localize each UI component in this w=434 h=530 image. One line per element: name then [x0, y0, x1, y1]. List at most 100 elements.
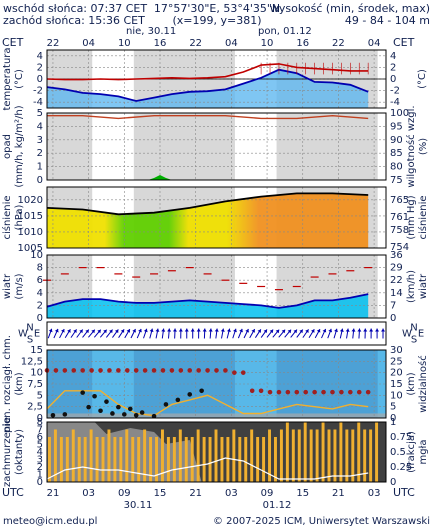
bottom-hour-label: 09	[118, 488, 131, 499]
wind-arrow	[112, 329, 119, 338]
cloud-bar	[71, 429, 75, 482]
visibility-dot	[89, 368, 94, 373]
arrow-head	[54, 328, 59, 333]
wind-ytick-right: 14	[390, 288, 403, 299]
wind-arrow	[351, 328, 356, 339]
visibility-dot	[142, 368, 148, 373]
visibility-dot	[205, 368, 210, 373]
arrow-head	[226, 328, 231, 333]
cloud-bar	[143, 429, 147, 482]
wind-arrow	[254, 329, 262, 338]
arrow-head	[208, 328, 213, 332]
visibility-dot	[178, 368, 184, 373]
wind-arrow	[302, 329, 309, 338]
date1-label: 30.11	[124, 500, 153, 511]
wind-arrow	[167, 328, 172, 339]
wind-arrow	[130, 328, 136, 339]
visibility-dot	[133, 368, 139, 373]
cloud-bar	[309, 429, 313, 482]
wind-arrow	[272, 329, 280, 338]
cloud-bar	[48, 437, 51, 482]
panel-frame	[46, 186, 387, 249]
cloud-bar	[214, 429, 218, 482]
rose-e: E	[418, 329, 424, 340]
wind-arrow	[155, 328, 160, 339]
wind-unit: (m/s)	[14, 273, 25, 299]
wind-arrow	[321, 328, 327, 339]
cloud-bar	[155, 437, 158, 482]
cloud-bar	[327, 429, 331, 482]
visibility-dot	[124, 368, 130, 373]
wind-ytick: 6	[37, 275, 43, 286]
cloud-ytick: 1	[37, 470, 43, 481]
wind-arrow	[136, 328, 142, 339]
visibility-dot	[214, 368, 219, 373]
wind-arrow	[260, 329, 268, 338]
cloud-bar	[244, 437, 248, 482]
arrow-head	[91, 329, 95, 334]
arrow-head	[103, 329, 107, 334]
arrow-head	[196, 328, 201, 332]
cloud-ytick: 4	[37, 447, 43, 458]
vis-ytick-right: 30	[390, 345, 403, 356]
wind-arrow	[59, 328, 65, 339]
bottom-hour-label: 15	[296, 488, 309, 499]
compass-left: NSW E	[18, 323, 40, 346]
vis-ytick: 12,5	[21, 356, 43, 367]
arrow-head	[328, 328, 333, 333]
cloud-dot	[199, 388, 204, 394]
pressure-ylabel: ciśnienie	[1, 195, 13, 239]
arrow-head	[316, 329, 321, 333]
cloud-dot	[187, 392, 193, 397]
arrow-head	[363, 328, 368, 332]
cloud-bar	[375, 422, 379, 482]
humidity-ytick: 90	[390, 135, 403, 146]
vis-ytick-right: 25	[390, 356, 403, 367]
wind-arrow	[314, 328, 321, 339]
rose-e: E	[34, 329, 40, 340]
arrow-head	[155, 328, 160, 332]
arrow-head	[167, 328, 172, 332]
rose-n: N	[410, 323, 417, 334]
arrow-head	[132, 329, 136, 333]
wind-arrow	[214, 328, 219, 339]
temp-unit-right: (°C)	[417, 69, 428, 89]
pressure-ytick: 1010	[18, 227, 43, 238]
cloud-bar	[256, 437, 260, 482]
visibility-dot	[223, 368, 228, 373]
arrow-head	[184, 328, 189, 332]
wind-arrow	[143, 328, 148, 339]
precip-ytick: 2	[37, 148, 43, 159]
wind-ytick: 0	[37, 313, 43, 324]
wind-arrow	[105, 329, 113, 338]
vis-ytick: 2,5	[27, 402, 43, 413]
vis-ytick-right: 15	[390, 379, 403, 390]
cloud-bar	[172, 437, 176, 482]
wind-arrow	[357, 328, 362, 339]
pressure-ytick: 1020	[18, 195, 43, 206]
arrow-head	[202, 328, 207, 332]
arrow-head	[257, 329, 261, 333]
cloud-bar	[83, 437, 87, 482]
cloud-bar	[113, 437, 117, 482]
pressure-ytick-right: 761	[390, 212, 409, 223]
wind-arrow	[99, 329, 108, 338]
cloud-bar	[232, 429, 236, 482]
altitude-values: 49 - 84 - 104 m	[345, 14, 430, 27]
day1-label: nie, 30.11	[126, 26, 176, 37]
cloud-bar	[250, 429, 254, 482]
vis-ytick-right: 10	[390, 390, 403, 401]
fog-ytick: 0.75	[390, 432, 412, 443]
humidity-ytick: 75	[390, 175, 403, 186]
fog-ytick: 0	[390, 477, 396, 488]
cloud-bar	[59, 437, 63, 482]
cloud-ylabel: zachmurzenie	[2, 417, 13, 487]
cloud-dot	[110, 411, 115, 416]
tz-bottom-right: UTC	[393, 486, 415, 499]
wind-arrow	[375, 328, 380, 339]
visibility-dot	[196, 368, 201, 373]
cloud-ytick: 8	[37, 417, 43, 428]
wind-arrow	[290, 329, 298, 338]
visibility-dot	[249, 388, 255, 394]
